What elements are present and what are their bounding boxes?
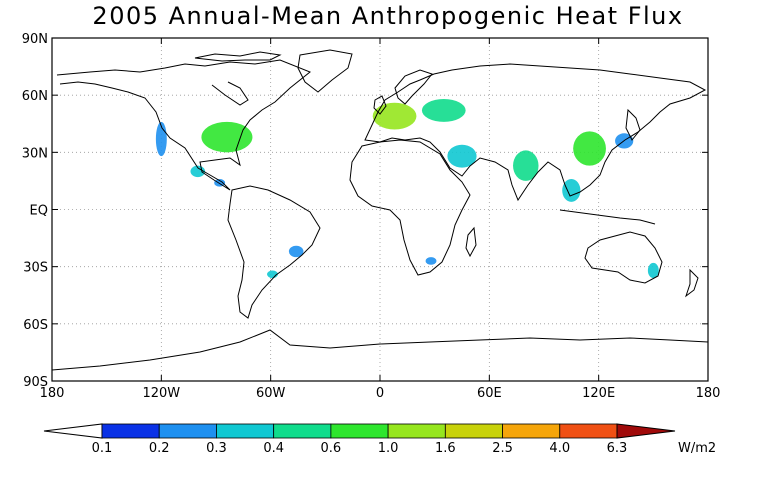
lon-label: 60W <box>256 386 286 401</box>
colorbar-tick-label: 1.0 <box>378 441 399 456</box>
heat-region-southeast-brazil <box>288 245 304 258</box>
lat-label: 60S <box>23 318 48 333</box>
longitude-axis: 180 120W 60W 0 60E 120E 180 <box>40 38 721 401</box>
coast-scandinavia <box>394 69 433 105</box>
coast-new-zealand <box>685 268 699 298</box>
map-title: 2005 Annual-Mean Anthropogenic Heat Flux <box>92 2 684 30</box>
colorbar-over-triangle <box>616 423 676 439</box>
heat-region-eastern-us <box>201 121 253 153</box>
colorbar-tick-label: 0.6 <box>321 441 342 456</box>
lon-label: 120W <box>142 386 180 401</box>
colorbar-tick-label: 0.1 <box>92 441 113 456</box>
lat-label: EQ <box>30 204 48 219</box>
colorbar-unit: W/m2 <box>678 441 716 456</box>
lon-label: 180 <box>696 386 721 401</box>
colorbar-segment <box>444 423 503 439</box>
coast-hudson-bay <box>211 81 249 106</box>
lat-label: 30S <box>23 261 48 276</box>
lon-label: 0 <box>376 386 384 401</box>
colorbar-tick-label: 0.2 <box>149 441 170 456</box>
lat-label: 90N <box>22 32 48 47</box>
heat-region-eastern-europe <box>421 98 466 122</box>
colorbar-tick-label: 0.4 <box>263 441 284 456</box>
heat-region-western-europe <box>372 102 417 130</box>
heat-region-southeast-asia <box>562 179 581 202</box>
coast-uk <box>373 95 387 115</box>
colorbar-segment <box>559 423 618 439</box>
colorbar-segment <box>273 423 332 439</box>
lon-label: 60E <box>477 386 502 401</box>
coast-antarctica <box>52 329 708 371</box>
colorbar-segment <box>330 423 389 439</box>
latitude-axis: 90N 60N 30N EQ 30S 60S 90S <box>22 32 708 390</box>
colorbar-segment <box>216 423 275 439</box>
colorbar-tick-label: 1.6 <box>435 441 456 456</box>
colorbar-tick-label: 4.0 <box>549 441 570 456</box>
lat-label: 60N <box>22 89 48 104</box>
colorbar-tick-label: 0.3 <box>206 441 227 456</box>
colorbar-segment <box>387 423 446 439</box>
coast-north-america <box>56 59 311 191</box>
heat-region-india <box>513 150 539 181</box>
coast-africa <box>349 139 471 276</box>
coast-arctic-islands <box>194 51 282 62</box>
coast-greenland <box>297 49 353 93</box>
colorbar-segment <box>158 423 217 439</box>
colorbar: 0.1 0.2 0.3 0.4 0.6 1.0 1.6 2.5 4.0 6.3 W/m2 <box>43 423 716 456</box>
coast-indonesia <box>559 209 656 225</box>
lon-label: 180 <box>40 386 65 401</box>
coast-eurasia <box>364 63 707 202</box>
colorbar-segment <box>101 423 160 439</box>
heat-region-eastern-china <box>573 131 606 166</box>
lat-label: 30N <box>22 146 48 161</box>
colorbar-segment <box>502 423 561 439</box>
coast-australia <box>584 231 663 284</box>
heat-region-eastern-australia <box>647 262 659 279</box>
heat-region-middle-east <box>447 144 477 168</box>
coast-south-america <box>227 185 321 319</box>
lon-label: 120E <box>582 386 615 401</box>
coast-japan <box>625 108 641 141</box>
colorbar-under-triangle <box>43 423 103 439</box>
colorbar-tick-label: 2.5 <box>492 441 513 456</box>
heat-region-south-africa <box>425 257 437 265</box>
coastlines <box>52 49 708 371</box>
graticule <box>52 38 708 381</box>
lat-label: 90S <box>23 375 48 390</box>
coast-madagascar <box>465 226 477 258</box>
colorbar-tick-label: 6.3 <box>607 441 628 456</box>
